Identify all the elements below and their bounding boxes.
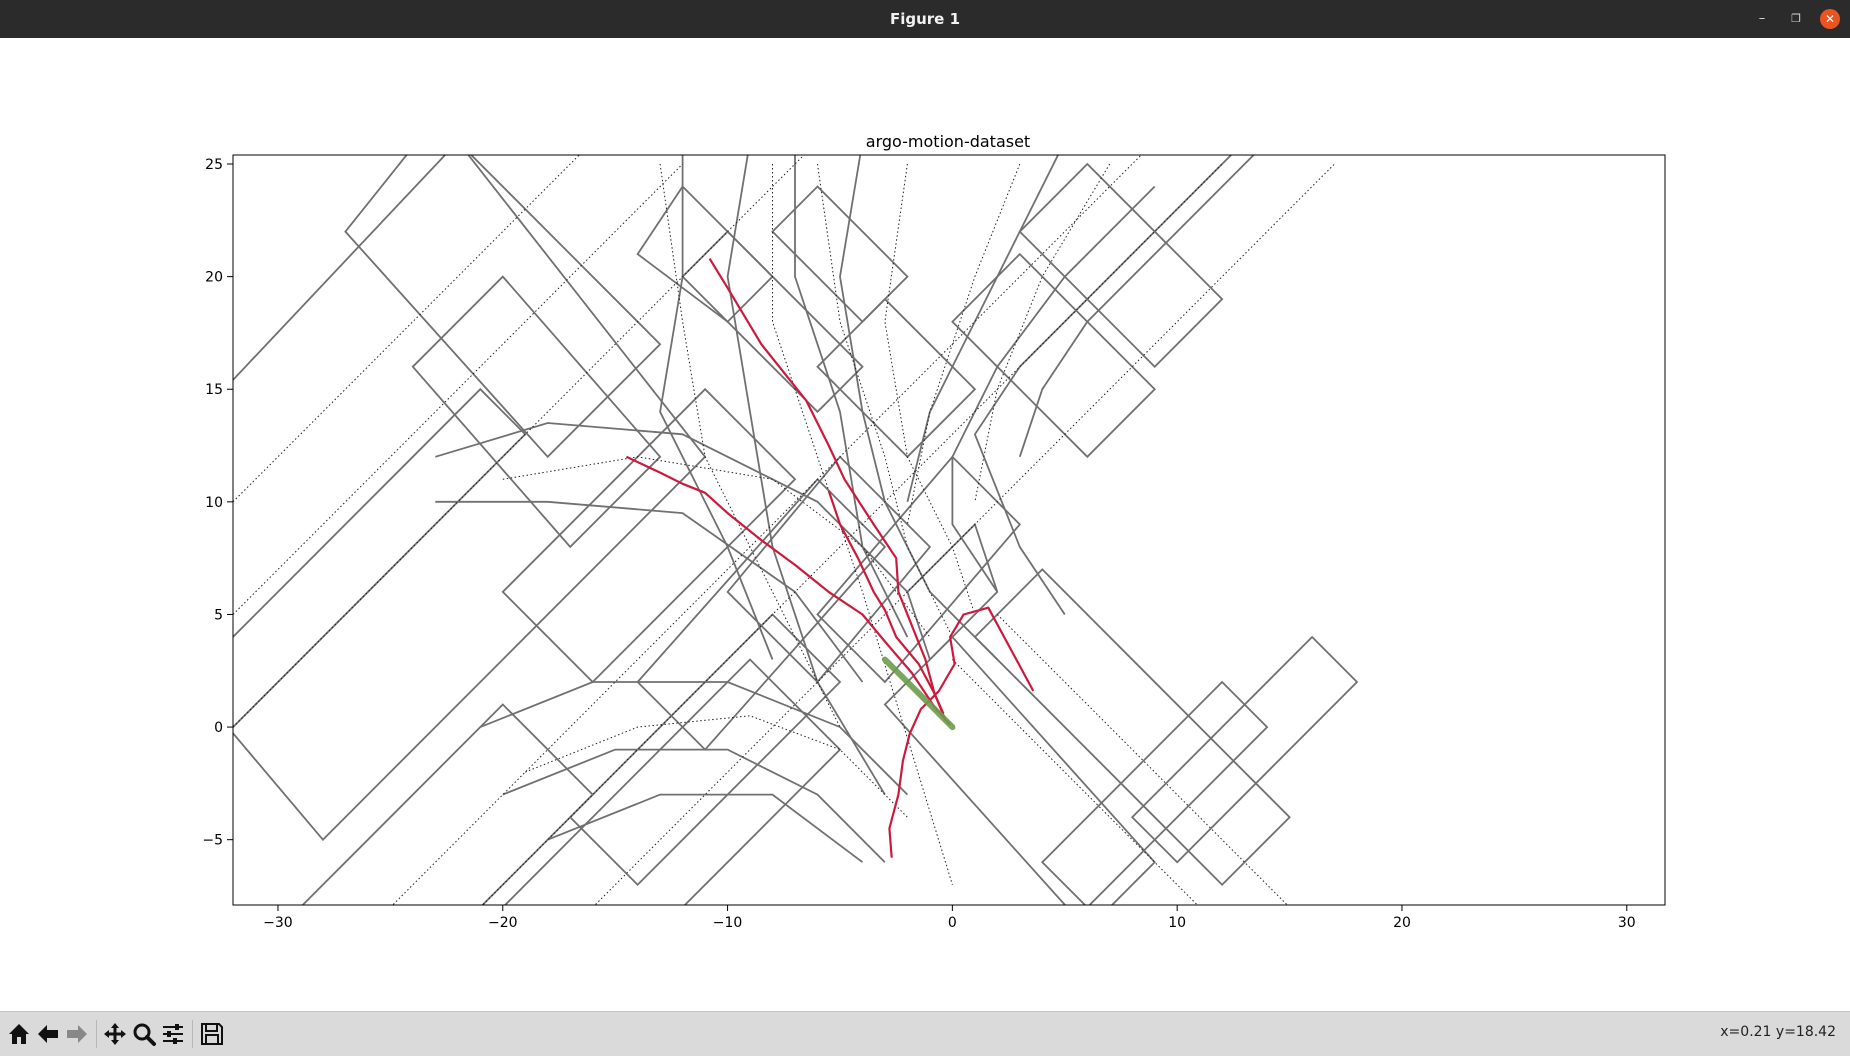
lane-centerlines <box>233 155 1335 905</box>
minimize-button[interactable]: – <box>1758 11 1766 26</box>
lane-boundary-8 <box>839 155 998 661</box>
lane-centerline-9 <box>772 164 953 885</box>
lane-centerline-6 <box>502 456 931 638</box>
window-titlebar: Figure 1 – ❐ ✕ <box>0 0 1850 39</box>
lane-centerline-0 <box>233 155 805 728</box>
lane-centerline-4 <box>481 163 1223 905</box>
configure-subplots-icon <box>163 1024 183 1044</box>
lane-boundary-9 <box>906 155 1060 503</box>
lane-centerline-11 <box>884 163 976 615</box>
lane-centerline-10 <box>817 163 953 638</box>
axes-frame <box>232 154 1666 906</box>
lane-polygons <box>233 155 1359 905</box>
agent-trajectory-3 <box>888 606 1035 858</box>
lane-boundary-6 <box>726 155 886 796</box>
x-tick-label-0: −30 <box>263 915 293 931</box>
lane-polygon-20 <box>503 658 842 905</box>
x-tick-label-4: 10 <box>1168 915 1186 931</box>
lane-boundary-12 <box>1018 155 1255 458</box>
y-tick-label-5: 20 <box>205 270 223 286</box>
home-icon <box>9 1024 29 1044</box>
lane-boundary-1 <box>435 500 864 683</box>
agent-trajectory-2 <box>827 490 945 715</box>
lane-polygon-13 <box>1130 635 1359 864</box>
lane-polygon-15 <box>771 185 909 323</box>
cursor-coordinates: x=0.21 y=18.42 <box>1720 1024 1836 1040</box>
lane-boundary-3 <box>502 748 886 863</box>
lane-centerline-7 <box>525 715 908 818</box>
lane-boundary-0 <box>435 422 909 593</box>
lane-centerline-8 <box>659 163 841 728</box>
save-button[interactable] <box>199 1020 225 1048</box>
lane-polygon-8 <box>816 455 1022 684</box>
lane-centerline-12 <box>906 163 1021 525</box>
back-icon <box>38 1025 58 1043</box>
agent-trajectory-0 <box>708 258 947 721</box>
navigation-toolbar: x=0.21 y=18.42 <box>0 1011 1850 1056</box>
lane-polygon-0 <box>233 155 707 842</box>
back-button[interactable] <box>35 1020 61 1048</box>
lane-centerline-3 <box>391 155 1142 905</box>
lane-boundary-2 <box>479 681 909 796</box>
y-tick-label-1: 0 <box>214 720 223 736</box>
lane-boundary-11 <box>973 155 1233 615</box>
x-axis-ticks: −30 −20 −10 0 10 20 30 <box>263 905 1636 931</box>
lane-polygon-12 <box>1041 680 1269 905</box>
lane-centerline-2 <box>233 155 580 503</box>
toolbar-separator <box>96 1020 97 1048</box>
lane-polygon-2 <box>411 275 662 549</box>
map-layers <box>233 155 1359 905</box>
configure-subplots-button[interactable] <box>160 1020 186 1048</box>
x-tick-label-5: 20 <box>1393 915 1411 931</box>
y-tick-label-0: −5 <box>202 833 223 849</box>
pan-icon <box>104 1023 126 1045</box>
y-tick-label-4: 15 <box>205 382 223 398</box>
lane-boundary-7 <box>794 155 909 638</box>
lane-boundary-10 <box>951 185 1156 593</box>
zoom-icon <box>133 1023 156 1046</box>
y-axis-ticks: −5 0 5 10 15 20 25 <box>202 157 233 849</box>
maximize-button[interactable]: ❐ <box>1791 12 1801 25</box>
lane-polygon-1 <box>344 155 662 459</box>
lane-centerline-13 <box>974 163 1111 502</box>
lane-polygon-14 <box>681 230 864 414</box>
x-tick-label-2: −10 <box>713 915 743 931</box>
y-tick-label-2: 5 <box>214 607 223 623</box>
x-tick-label-1: −20 <box>488 915 518 931</box>
zoom-button[interactable] <box>131 1020 157 1048</box>
lane-boundaries <box>435 155 1255 863</box>
lane-polygon-4 <box>501 387 797 684</box>
toolbar-separator <box>192 1020 193 1048</box>
lane-boundary-5 <box>659 155 774 660</box>
agent-trajectory-1 <box>625 455 951 726</box>
lane-polygon-3 <box>233 387 527 729</box>
x-tick-label-6: 30 <box>1618 915 1636 931</box>
y-tick-label-3: 10 <box>205 495 223 511</box>
ego-trajectory <box>881 656 956 731</box>
forward-icon <box>67 1025 87 1043</box>
home-button[interactable] <box>6 1020 32 1048</box>
chart-title: argo-motion-dataset <box>866 132 1030 151</box>
lane-centerline-15 <box>952 659 1199 905</box>
lane-polygon-16 <box>816 297 977 459</box>
lane-polygon-7 <box>726 455 932 684</box>
ego-trajectory-line <box>881 656 956 731</box>
figure-canvas[interactable]: argo-motion-dataset −30 −20 −10 0 10 20 30 −5 0… <box>0 38 1850 1011</box>
y-tick-label-6: 25 <box>205 157 223 173</box>
lane-boundary-4 <box>547 793 864 863</box>
pan-button[interactable] <box>102 1020 128 1048</box>
lane-polygon-19 <box>1018 162 1224 368</box>
lane-polygon-6 <box>636 477 887 751</box>
plot-area[interactable]: argo-motion-dataset −30 −20 −10 0 10 20 30 −5 0… <box>0 38 1850 1011</box>
save-icon <box>201 1023 223 1045</box>
lane-polygon-10 <box>973 568 1291 886</box>
x-tick-label-3: 0 <box>948 915 957 931</box>
close-button[interactable]: ✕ <box>1820 9 1840 29</box>
forward-button[interactable] <box>64 1020 90 1048</box>
lane-centerline-5 <box>594 163 1335 905</box>
agent-trajectories <box>625 258 1035 858</box>
window-title: Figure 1 <box>889 10 961 28</box>
